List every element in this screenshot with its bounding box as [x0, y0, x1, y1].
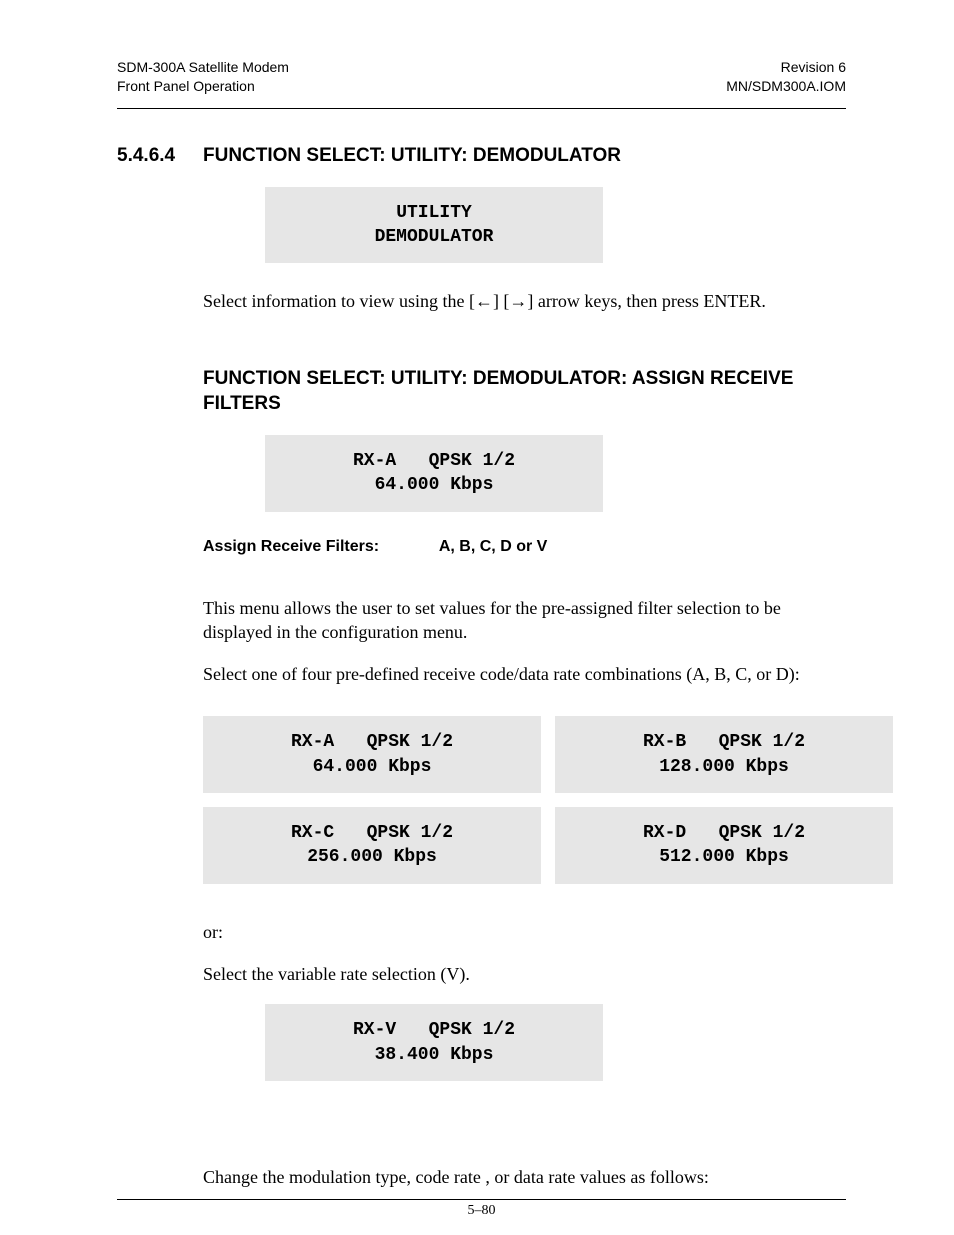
header-right: Revision 6 MN/SDM300A.IOM: [726, 58, 846, 96]
page: SDM-300A Satellite Modem Front Panel Ope…: [0, 0, 954, 1235]
assign-receive-filters-label: Assign Receive Filters:: [203, 538, 435, 556]
paragraph-select-info: Select information to view using the [←]…: [203, 289, 846, 313]
lcd-rx-a-top: RX-A QPSK 1/2 64.000 Kbps: [265, 435, 603, 512]
page-header: SDM-300A Satellite Modem Front Panel Ope…: [117, 58, 846, 96]
assign-receive-filters-value: A, B, C, D or V: [439, 538, 547, 555]
paragraph-select-variable: Select the variable rate selection (V).: [203, 962, 846, 986]
paragraph-menu-description: This menu allows the user to set values …: [203, 596, 846, 645]
lcd-grid: RX-A QPSK 1/2 64.000 Kbps RX-B QPSK 1/2 …: [203, 716, 846, 883]
lcd-rx-a: RX-A QPSK 1/2 64.000 Kbps: [203, 716, 541, 793]
section-heading: 5.4.6.4 FUNCTION SELECT: UTILITY: DEMODU…: [117, 145, 846, 167]
lcd-rx-v: RX-V QPSK 1/2 38.400 Kbps: [265, 1004, 603, 1081]
paragraph-change-values: Change the modulation type, code rate , …: [203, 1165, 846, 1189]
section-title: FUNCTION SELECT: UTILITY: DEMODULATOR: [203, 145, 846, 167]
subheading-assign-receive-filters: FUNCTION SELECT: UTILITY: DEMODULATOR: A…: [203, 366, 846, 417]
assign-receive-filters-line: Assign Receive Filters: A, B, C, D or V: [203, 538, 846, 556]
paragraph-or: or:: [203, 920, 846, 944]
lcd-utility-demodulator: UTILITY DEMODULATOR: [265, 187, 603, 264]
header-right-line2: MN/SDM300A.IOM: [726, 78, 846, 94]
paragraph-select-four: Select one of four pre-defined receive c…: [203, 662, 846, 686]
lcd-rx-b: RX-B QPSK 1/2 128.000 Kbps: [555, 716, 893, 793]
header-right-line1: Revision 6: [781, 59, 846, 75]
page-number: 5–80: [117, 1203, 846, 1219]
header-left-line2: Front Panel Operation: [117, 78, 255, 94]
header-left: SDM-300A Satellite Modem Front Panel Ope…: [117, 58, 289, 96]
lcd-rx-d: RX-D QPSK 1/2 512.000 Kbps: [555, 807, 893, 884]
header-left-line1: SDM-300A Satellite Modem: [117, 59, 289, 75]
content-area: 5.4.6.4 FUNCTION SELECT: UTILITY: DEMODU…: [117, 108, 846, 1200]
lcd-rx-c: RX-C QPSK 1/2 256.000 Kbps: [203, 807, 541, 884]
section-number: 5.4.6.4: [117, 145, 203, 167]
